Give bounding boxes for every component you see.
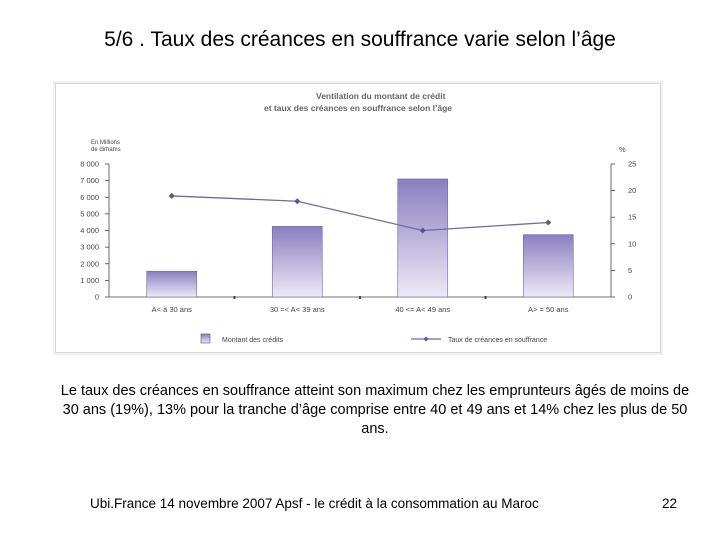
left-tick-label: 0: [95, 293, 99, 302]
x-tick-label: A< à 30 ans: [152, 305, 192, 314]
slide-footer: Ubi.France 14 novembre 2007 Apsf - le cr…: [90, 496, 539, 511]
rate-point-2: [294, 198, 301, 205]
chart: Ventilation du montant de crédit et taux…: [80, 91, 636, 344]
left-tick-label: 1 000: [80, 276, 99, 285]
legend-swatch-bar: [200, 333, 211, 344]
right-tick-label: 5: [628, 266, 632, 275]
rate-point-1: [168, 192, 175, 199]
bar-4: [522, 234, 574, 298]
slide-title: 5/6 . Taux des créances en souffrance va…: [104, 28, 616, 51]
right-tick-label: 20: [628, 186, 636, 195]
legend-label-bar: Montant des crédits: [222, 337, 284, 344]
left-axis-unit-line2: de dirhams: [91, 147, 121, 153]
x-tick-label: A> = 50 ans: [528, 305, 569, 314]
right-tick-label: 10: [628, 239, 636, 248]
right-tick-label: 25: [628, 160, 636, 169]
rate-point-3: [419, 227, 426, 234]
right-axis-unit: %: [619, 145, 626, 154]
chart-title-line1: Ventilation du montant de crédit: [316, 91, 446, 101]
bar-3: [397, 178, 449, 298]
left-tick-label: 8 000: [80, 160, 99, 169]
chart-title-line2: et taux des créances en souffrance selon…: [264, 103, 452, 113]
x-tick-label: 40 <= A< 49 ans: [395, 305, 450, 314]
x-category-separator: [359, 296, 361, 299]
left-tick-label: 5 000: [80, 209, 99, 218]
left-tick-label: 3 000: [80, 243, 99, 252]
left-tick-label: 2 000: [80, 259, 99, 268]
left-tick-label: 4 000: [80, 226, 99, 235]
page-number: 22: [662, 496, 678, 511]
left-tick-label: 6 000: [80, 193, 99, 202]
right-tick-label: 0: [628, 293, 632, 302]
right-tick-label: 15: [628, 213, 636, 222]
x-category-separator: [484, 296, 487, 299]
chart-frame: Ventilation du montant de crédit et taux…: [55, 83, 661, 353]
bar-1: [146, 270, 198, 298]
legend-label-line: Taux de créances en souffrance: [448, 337, 547, 344]
bar-2: [271, 226, 323, 298]
left-axis-unit-line1: En Millions: [91, 140, 120, 146]
x-category-separator: [233, 296, 236, 299]
rate-line: [171, 195, 549, 232]
left-tick-label: 7 000: [80, 176, 99, 185]
legend-swatch-marker: [423, 336, 429, 342]
rate-point-4: [545, 219, 552, 226]
slide-caption: Le taux des créances en souffrance attei…: [60, 383, 690, 437]
x-tick-label: 30 =< A< 39 ans: [270, 305, 325, 314]
